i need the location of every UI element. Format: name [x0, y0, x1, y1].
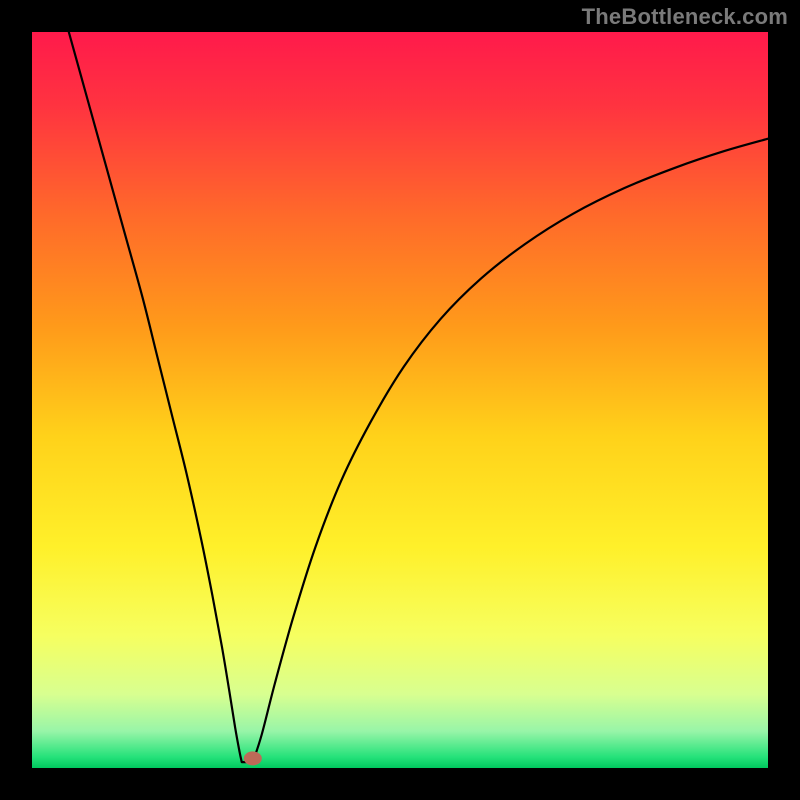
chart-frame: TheBottleneck.com	[0, 0, 800, 800]
plot-area	[32, 32, 768, 768]
bottleneck-curve	[69, 32, 768, 762]
watermark-text: TheBottleneck.com	[582, 4, 788, 30]
curve-layer	[32, 32, 768, 768]
optimum-marker	[244, 751, 262, 765]
